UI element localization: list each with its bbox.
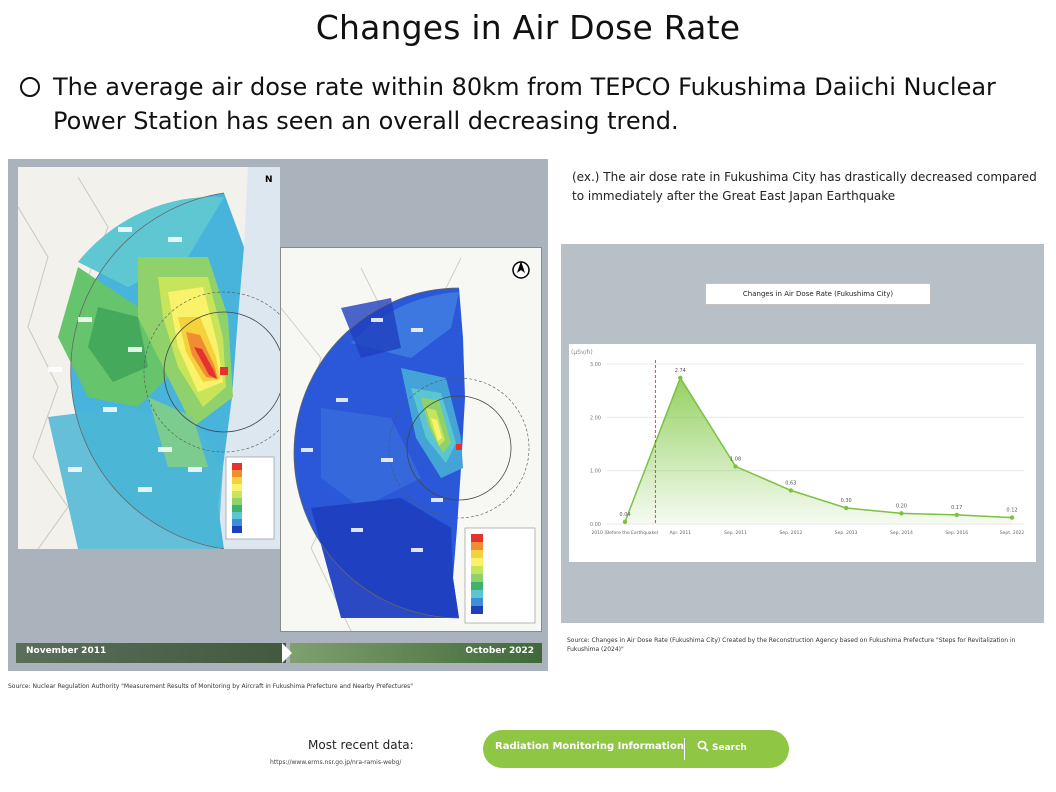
radiation-monitoring-label: Radiation Monitoring Information: [495, 741, 684, 752]
recent-data-label: Most recent data:: [308, 738, 414, 752]
timeline-bar: November 2011 October 2022: [16, 643, 542, 663]
summary-bullet: The average air dose rate within 80km fr…: [20, 70, 1030, 138]
data-label: 0.30: [841, 498, 852, 504]
summary-text: The average air dose rate within 80km fr…: [53, 73, 996, 135]
area-fill: [625, 377, 1012, 524]
legend-swatch: [232, 498, 242, 505]
legend-swatch: [232, 512, 242, 519]
air-dose-chart-svg: (µSv/h) 0.00 1.00 2.00 3.00 0.04 2010 (Before …: [571, 349, 1025, 536]
legend-swatch: [471, 582, 483, 590]
timeline-end-segment: [290, 643, 542, 663]
map-october-2022: [280, 247, 542, 632]
series-line: [624, 376, 1013, 523]
x-tick-label: Apr. 2011: [669, 530, 691, 536]
legend-swatch: [471, 606, 483, 614]
map-legend-2022: [471, 534, 483, 614]
air-dose-chart: (µSv/h) 0.00 1.00 2.00 3.00 0.04 2010 (Before …: [569, 344, 1036, 562]
map-november-2011: N: [18, 167, 280, 549]
search-button[interactable]: Search: [697, 740, 747, 753]
search-label: Search: [712, 743, 747, 753]
example-note: (ex.) The air dose rate in Fukushima Cit…: [572, 170, 1037, 203]
data-point: [1009, 515, 1015, 520]
map-comparison-panel: N: [8, 159, 548, 671]
chart-title: Changes in Air Dose Rate (Fukushima City…: [705, 283, 931, 305]
page-title: Changes in Air Dose Rate: [315, 8, 741, 47]
legend-swatch: [232, 470, 242, 477]
x-tick-label: Sep. 2016: [945, 530, 968, 536]
legend-swatch: [471, 598, 483, 606]
data-point: [678, 375, 683, 381]
y-tick-label: 0.00: [590, 522, 601, 528]
y-tick-label: 2.00: [590, 415, 601, 421]
search-icon: [697, 740, 709, 752]
legend-swatch: [232, 526, 242, 533]
x-tick-label: Sept. 2022: [1000, 530, 1025, 536]
legend-swatches: [471, 534, 483, 614]
recent-data-url[interactable]: https://www.erms.nsr.go.jp/nra-ramis-web…: [270, 759, 402, 766]
legend-swatch: [232, 463, 242, 470]
y-tick-label: 1.00: [590, 469, 601, 475]
radiation-monitoring-button[interactable]: Radiation Monitoring Information Search: [483, 730, 789, 768]
legend-swatch: [471, 558, 483, 566]
legend-swatch: [232, 519, 242, 526]
circle-bullet-icon: [20, 77, 40, 97]
north-arrow-icon: N: [265, 175, 273, 185]
chevron-right-icon: [282, 643, 292, 663]
x-tick-label: Sep. 2012: [779, 530, 802, 536]
legend-swatch: [471, 590, 483, 598]
legend-swatch: [232, 505, 242, 512]
data-label: 0.17: [951, 505, 962, 511]
button-divider: [684, 738, 685, 760]
data-point: [954, 512, 959, 518]
map-source-note: Source: Nuclear Regulation Authority "Me…: [8, 683, 413, 690]
legend-swatch: [232, 484, 242, 491]
data-point: [622, 519, 628, 525]
timeline-start-segment: [16, 643, 286, 663]
x-tick-label: Sep. 2014: [890, 530, 913, 536]
data-label: 0.04: [619, 512, 630, 518]
data-point: [843, 505, 849, 511]
data-label: 2.74: [675, 368, 686, 374]
x-tick-label: Sep. 2013: [835, 530, 858, 536]
legend-swatch: [232, 477, 242, 484]
legend-swatch: [232, 491, 242, 498]
legend-swatch: [471, 566, 483, 574]
x-tick-label: Sep. 2011: [724, 530, 747, 536]
data-point: [733, 464, 738, 469]
data-label: 1.08: [730, 456, 741, 462]
timeline-start-label: November 2011: [26, 646, 107, 656]
data-label: 0.12: [1006, 508, 1017, 514]
chart-panel: Changes in Air Dose Rate (Fukushima City…: [561, 244, 1044, 623]
data-label: 0.20: [896, 503, 907, 509]
legend-swatch: [471, 550, 483, 558]
legend-swatch: [471, 574, 483, 582]
y-tick-label: 3.00: [590, 362, 601, 368]
data-point: [899, 511, 904, 516]
legend-swatch: [471, 534, 483, 542]
x-tick-label: 2010 (Before the Earthquake): [591, 530, 658, 536]
timeline-end-label: October 2022: [465, 646, 534, 656]
map-legend-2011: [232, 463, 242, 533]
data-point: [788, 488, 794, 493]
legend-swatch: [471, 542, 483, 550]
y-axis-unit: (µSv/h): [571, 349, 593, 356]
chart-source-note: Source: Changes in Air Dose Rate (Fukush…: [567, 637, 1016, 653]
data-label: 0.63: [785, 480, 796, 486]
legend-swatches: [232, 463, 242, 533]
